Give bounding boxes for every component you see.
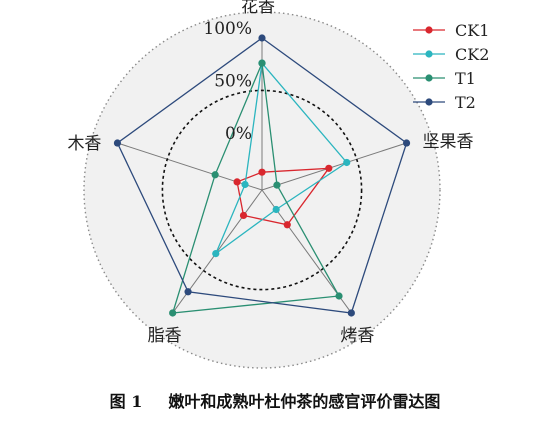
data-point-t2-2 [402,139,411,147]
radar-chart: 0% 50% 100% 花香坚果香烤香 脂香 木香 CK1 CK2 T1 T2 [67,0,489,369]
data-point-ck1-1 [258,168,266,176]
figure-number: 图 1 [109,392,143,411]
data-point-t2-3 [347,309,355,317]
axis-spoke-2 [261,142,407,191]
data-point-t1-1 [258,59,266,67]
series-line-ck2 [214,61,348,256]
data-point-ck2-5 [241,180,249,189]
legend-marker-t2 [425,98,433,106]
legend-label-t1: T1 [455,69,476,88]
data-point-ck1-4 [239,211,248,220]
legend: CK1 CK2 T1 T2 [413,21,489,112]
data-point-t2-4 [184,288,192,296]
data-point-t1-4 [169,309,177,317]
data-point-t2-5 [113,139,122,147]
data-point-t1-2 [273,181,281,189]
data-point-ck1-2 [325,164,333,172]
axis-label-5: 木香 [67,134,101,154]
data-point-ck2-4 [212,250,220,258]
ring-label-50: 50% [214,71,252,91]
data-point-t1-5 [211,171,219,179]
ring-label-0: 0% [225,124,252,144]
data-point-ck1-5 [233,178,241,186]
legend-label-ck2: CK2 [455,45,489,64]
series-line-ck1 [236,167,331,226]
legend-marker-ck1 [425,26,433,34]
series-line-t1 [171,60,341,314]
legend-label-t2: T2 [455,93,476,112]
data-point-t2-1 [258,34,266,42]
axis-label-1: 花香 [241,0,275,17]
data-point-ck2-2 [343,158,351,167]
legend-label-ck1: CK1 [455,21,489,40]
ring-50 [161,89,363,291]
axis-label-3: 烤香 [340,326,374,346]
series-line-t2 [116,37,408,314]
legend-marker-ck2 [425,50,433,58]
data-point-t1-3 [335,292,343,300]
axis-label-2: 坚果香 [423,132,474,152]
data-point-ck2-3 [272,205,280,214]
ring-label-100: 100% [203,19,252,39]
axis-label-4: 脂香 [148,326,182,346]
figure-caption: 图 1 嫩叶和成熟叶杜仲茶的感官评价雷达图 [0,388,550,412]
legend-marker-t1 [425,74,433,82]
caption-text: 嫩叶和成熟叶杜仲茶的感官评价雷达图 [168,392,441,411]
data-point-ck1-3 [283,221,291,229]
